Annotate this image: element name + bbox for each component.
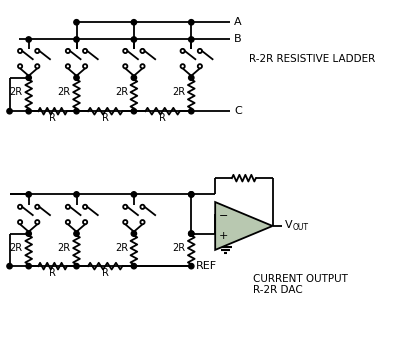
Circle shape [188,231,194,236]
Circle shape [74,231,79,236]
Text: R: R [102,268,109,278]
Text: 2R: 2R [58,87,71,97]
Text: R-2R RESISTIVE LADDER: R-2R RESISTIVE LADDER [249,54,375,64]
Circle shape [7,264,12,269]
Circle shape [131,20,136,25]
Circle shape [74,109,79,114]
Circle shape [74,192,79,197]
Text: −: − [219,211,228,221]
Circle shape [74,264,79,269]
Text: +: + [219,231,228,241]
Text: B: B [234,34,242,45]
Circle shape [188,75,194,81]
Text: R: R [102,113,109,123]
Circle shape [26,264,31,269]
Polygon shape [215,202,272,250]
Circle shape [188,192,194,197]
Text: 2R: 2R [115,87,128,97]
Circle shape [26,192,31,197]
Circle shape [188,109,194,114]
Circle shape [74,75,79,81]
Text: C: C [234,106,242,116]
Circle shape [26,37,31,42]
Circle shape [188,20,194,25]
Circle shape [131,192,136,197]
Circle shape [131,37,136,42]
Text: REF: REF [196,261,217,271]
Circle shape [131,264,136,269]
Text: A: A [234,17,242,27]
Circle shape [74,20,79,25]
Circle shape [26,75,31,81]
Text: OUT: OUT [293,223,309,232]
Circle shape [188,37,194,42]
Text: R: R [49,268,56,278]
Circle shape [26,231,31,236]
Text: 2R: 2R [115,243,128,253]
Circle shape [188,231,194,236]
Text: R: R [49,113,56,123]
Circle shape [7,109,12,114]
Text: R: R [159,113,166,123]
Circle shape [131,75,136,81]
Text: 2R: 2R [10,87,23,97]
Circle shape [131,231,136,236]
Circle shape [131,109,136,114]
Text: V: V [285,220,293,230]
Circle shape [74,37,79,42]
Circle shape [26,109,31,114]
Text: 2R: 2R [10,243,23,253]
Text: CURRENT OUTPUT: CURRENT OUTPUT [254,274,348,284]
Text: 2R: 2R [172,243,186,253]
Text: 2R: 2R [58,243,71,253]
Text: R-2R DAC: R-2R DAC [254,285,303,295]
Text: 2R: 2R [172,87,186,97]
Circle shape [188,192,194,197]
Circle shape [188,264,194,269]
